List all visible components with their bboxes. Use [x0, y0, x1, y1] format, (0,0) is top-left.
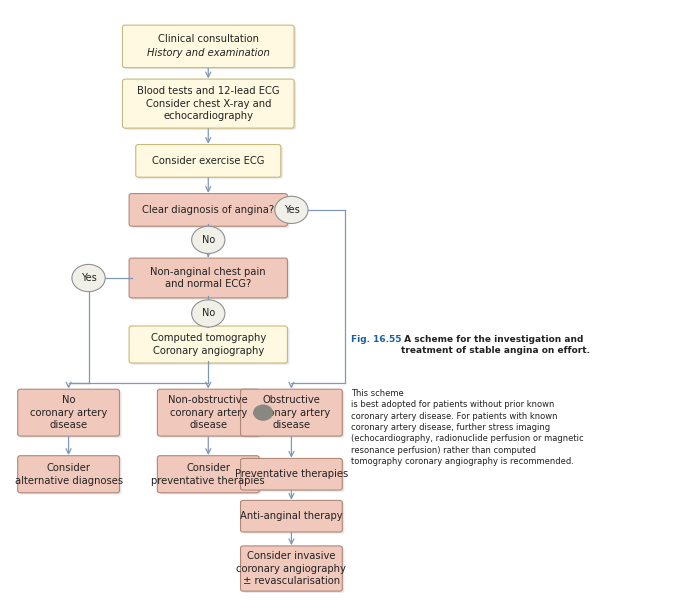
FancyBboxPatch shape: [20, 391, 122, 438]
FancyBboxPatch shape: [122, 25, 294, 68]
Text: Preventative therapies: Preventative therapies: [235, 469, 348, 479]
Text: No: No: [202, 235, 215, 245]
FancyBboxPatch shape: [20, 457, 122, 495]
Text: Non-obstructive
coronary artery
disease: Non-obstructive coronary artery disease: [169, 395, 248, 431]
FancyBboxPatch shape: [241, 458, 342, 490]
Text: Consider
alternative diagnoses: Consider alternative diagnoses: [14, 463, 122, 485]
FancyBboxPatch shape: [124, 26, 296, 69]
FancyBboxPatch shape: [243, 548, 344, 593]
Circle shape: [253, 405, 273, 421]
Text: Fig. 16.55: Fig. 16.55: [352, 335, 402, 344]
FancyBboxPatch shape: [129, 193, 288, 226]
Text: A scheme for the investigation and
treatment of stable angina on effort.: A scheme for the investigation and treat…: [401, 335, 590, 355]
Text: History and examination: History and examination: [147, 49, 270, 59]
FancyBboxPatch shape: [131, 195, 290, 228]
Text: Blood tests and 12-lead ECG
Consider chest X-ray and
echocardiography: Blood tests and 12-lead ECG Consider che…: [137, 86, 279, 121]
Text: Clear diagnosis of angina?: Clear diagnosis of angina?: [142, 205, 274, 215]
FancyBboxPatch shape: [129, 258, 288, 298]
Text: Yes: Yes: [284, 205, 299, 215]
Circle shape: [192, 226, 225, 254]
FancyBboxPatch shape: [138, 146, 283, 179]
Text: Obstructive
coronary artery
disease: Obstructive coronary artery disease: [253, 395, 330, 431]
Circle shape: [72, 264, 105, 291]
Text: This scheme
is best adopted for patients without prior known
coronary artery dis: This scheme is best adopted for patients…: [352, 389, 584, 466]
Text: No: No: [202, 309, 215, 318]
FancyBboxPatch shape: [18, 389, 120, 436]
Text: Yes: Yes: [81, 273, 97, 283]
FancyBboxPatch shape: [131, 328, 290, 365]
FancyBboxPatch shape: [159, 457, 261, 495]
FancyBboxPatch shape: [157, 389, 259, 436]
Text: Consider
preventative therapies: Consider preventative therapies: [152, 463, 265, 485]
Text: Anti-anginal therapy: Anti-anginal therapy: [240, 511, 343, 521]
Text: Consider exercise ECG: Consider exercise ECG: [152, 156, 265, 166]
Text: Clinical consultation: Clinical consultation: [158, 34, 259, 44]
Text: Consider invasive
coronary angiography
± revascularisation: Consider invasive coronary angiography ±…: [237, 551, 346, 586]
Circle shape: [275, 197, 308, 224]
FancyBboxPatch shape: [136, 145, 281, 177]
FancyBboxPatch shape: [243, 460, 344, 492]
FancyBboxPatch shape: [243, 502, 344, 533]
Text: Computed tomography
Coronary angiography: Computed tomography Coronary angiography: [151, 333, 266, 356]
Text: Non-anginal chest pain
and normal ECG?: Non-anginal chest pain and normal ECG?: [150, 267, 266, 290]
Circle shape: [192, 300, 225, 327]
FancyBboxPatch shape: [159, 391, 261, 438]
FancyBboxPatch shape: [18, 456, 120, 493]
FancyBboxPatch shape: [243, 391, 344, 438]
FancyBboxPatch shape: [241, 500, 342, 532]
FancyBboxPatch shape: [124, 81, 296, 130]
FancyBboxPatch shape: [241, 389, 342, 436]
FancyBboxPatch shape: [129, 326, 288, 363]
Text: No
coronary artery
disease: No coronary artery disease: [30, 395, 107, 431]
FancyBboxPatch shape: [131, 260, 290, 299]
FancyBboxPatch shape: [157, 456, 259, 493]
FancyBboxPatch shape: [122, 79, 294, 128]
FancyBboxPatch shape: [241, 546, 342, 591]
